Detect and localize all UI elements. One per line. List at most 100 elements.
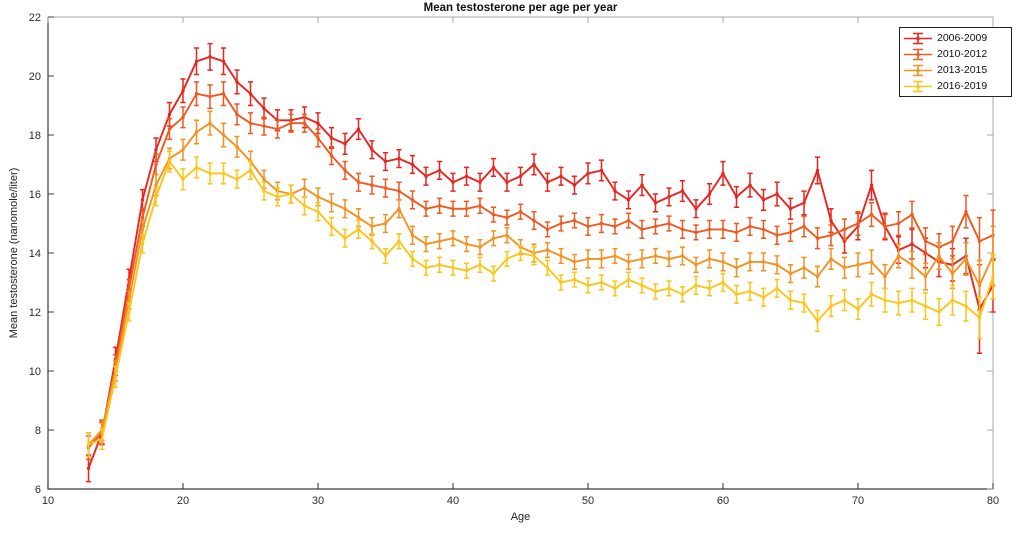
data-point-marker [545,180,550,184]
data-point-marker [316,195,320,199]
data-point-marker [707,257,712,261]
data-point-marker [437,239,442,243]
data-point-marker [829,233,833,237]
data-point-marker [383,159,388,164]
data-point-marker [383,254,388,258]
data-point-marker [599,280,604,285]
data-point-marker [140,227,145,232]
data-point-marker [316,136,320,140]
data-point-marker [275,127,280,131]
data-point-marker [451,207,455,211]
data-point-marker [761,260,766,264]
data-point-marker [937,310,941,314]
series-line [87,55,994,469]
data-point-marker [802,201,806,205]
data-point-marker [802,224,806,229]
data-point-marker [302,204,307,208]
x-tick-label: 80 [987,495,999,507]
data-point-marker [734,266,739,270]
data-point-marker [221,92,226,96]
data-point-marker [262,189,266,193]
data-point-marker [464,269,469,273]
data-point-marker [235,112,239,117]
data-point-marker [640,183,644,187]
data-point-marker [910,263,914,267]
data-point-marker [586,257,590,261]
data-point-marker [221,59,226,63]
data-point-marker [869,260,874,264]
data-point-marker [923,274,928,279]
legend-label: 2013-2015 [937,64,988,76]
data-point-marker [262,177,266,181]
data-point-marker [194,130,199,134]
data-point-marker [653,289,658,294]
data-point-marker [518,210,523,214]
data-point-marker [491,236,496,240]
series-2010-2012 [85,81,996,461]
data-point-marker [653,224,658,229]
legend-label: 2016-2019 [937,80,988,92]
data-point-marker [532,162,536,167]
x-tick-label: 20 [177,495,189,507]
data-point-marker [194,92,199,96]
data-point-marker [113,375,118,379]
y-tick-label: 18 [29,130,41,142]
data-point-marker [613,286,617,291]
data-point-marker [667,286,671,291]
legend-item-2006-2009: 2006-2009 [903,30,1007,46]
data-point-marker [100,437,104,441]
data-point-marker [748,260,752,264]
data-point-marker [775,286,779,291]
data-point-marker [599,221,604,226]
data-point-marker [586,283,590,288]
legend-label: 2006-2009 [937,32,988,44]
data-point-marker [910,298,914,302]
data-point-marker [788,271,793,276]
data-point-marker [802,266,806,270]
y-tick-label: 14 [29,248,41,260]
data-point-marker [680,292,685,296]
data-point-marker [707,227,712,232]
data-point-marker [86,466,91,471]
data-point-marker [572,277,577,282]
data-point-marker [343,142,347,146]
data-point-marker [383,186,388,190]
data-point-marker [208,94,212,99]
data-point-marker [505,215,509,220]
data-point-marker [572,218,577,223]
errorbar-sample-icon [904,80,932,92]
data-point-marker [883,274,887,279]
data-point-marker [343,207,347,211]
data-point-marker [721,227,725,232]
data-point-marker [397,189,401,193]
data-point-marker [140,215,145,220]
x-tick-label: 40 [447,495,459,507]
data-point-marker [667,221,671,226]
data-point-marker [977,239,982,243]
data-point-marker [694,263,698,267]
data-point-marker [329,201,334,205]
data-point-marker [356,215,361,220]
data-point-marker [545,266,550,270]
data-point-marker [221,171,226,176]
errorbar-sample-icon [904,32,932,44]
data-point-marker [289,192,293,196]
data-point-marker [572,260,577,264]
y-tick-label: 20 [29,71,41,83]
data-point-marker [788,207,793,211]
data-point-marker [775,263,779,267]
data-point-marker [329,136,334,140]
data-point-marker [397,239,401,243]
x-tick-label: 10 [42,495,54,507]
data-point-marker [856,263,860,267]
legend-item-2013-2015: 2013-2015 [903,62,1007,78]
data-point-marker [424,266,428,270]
data-point-marker [977,283,982,288]
data-point-marker [316,210,320,214]
legend: 2006-2009 2010-2012 2013-2015 2016-2019 [899,27,1012,97]
data-point-marker [397,207,401,211]
data-point-marker [208,171,212,176]
data-point-marker [478,245,482,249]
data-point-marker [356,227,361,232]
